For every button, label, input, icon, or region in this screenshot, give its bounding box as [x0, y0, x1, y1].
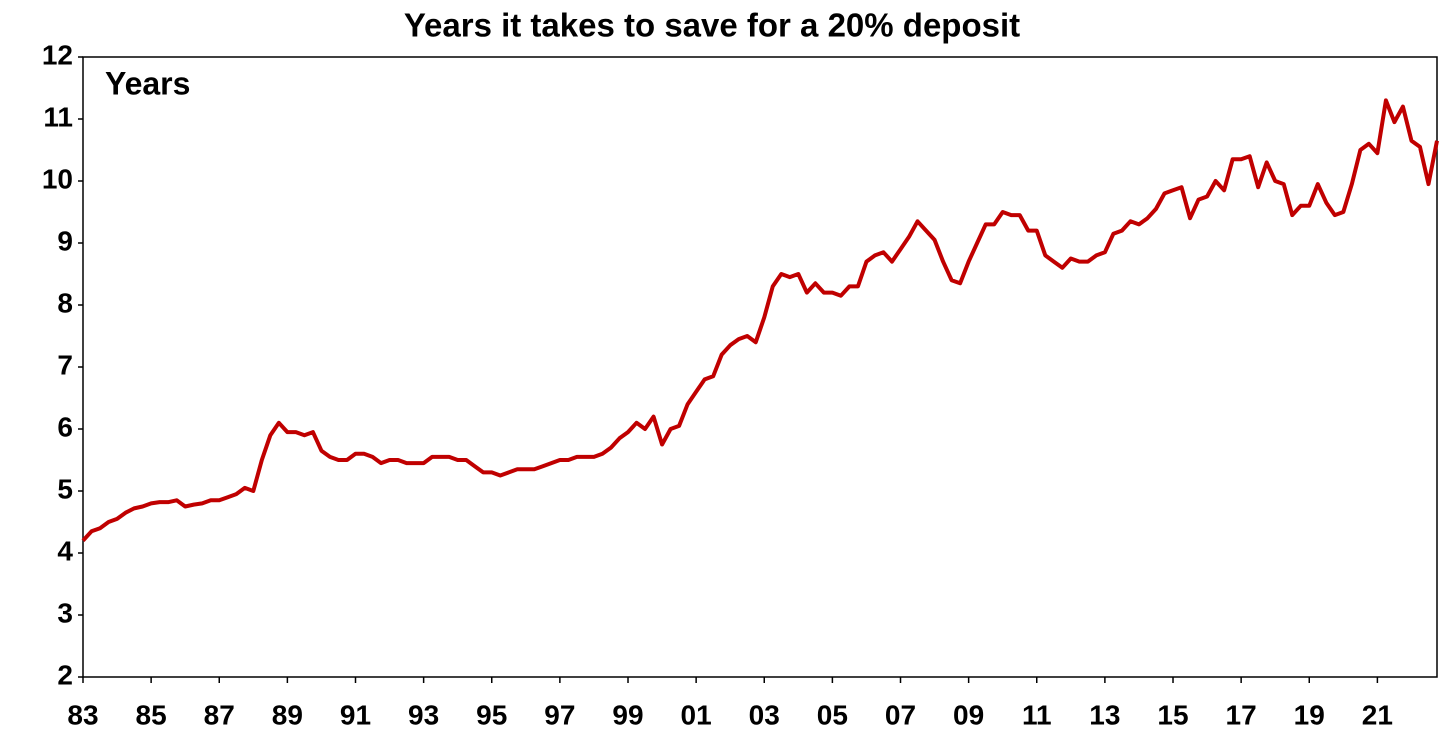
y-tick-label: 6: [57, 411, 73, 442]
x-tick-label: 13: [1089, 699, 1120, 730]
x-tick-label: 93: [408, 699, 439, 730]
y-tick-label: 11: [43, 101, 73, 132]
y-tick-label: 5: [57, 473, 73, 504]
x-tick-label: 21: [1362, 699, 1393, 730]
x-tick-label: 89: [272, 699, 303, 730]
y-tick-label: 3: [57, 597, 73, 628]
x-tick-label: 87: [204, 699, 235, 730]
x-tick-label: 15: [1157, 699, 1188, 730]
x-tick-label: 85: [136, 699, 167, 730]
x-tick-label: 99: [612, 699, 643, 730]
x-tick-label: 95: [476, 699, 507, 730]
x-tick-label: 01: [681, 699, 712, 730]
y-tick-label: 8: [57, 287, 73, 318]
x-tick-label: 17: [1226, 699, 1257, 730]
y-tick-label: 9: [57, 225, 73, 256]
annotation: Years: [105, 65, 190, 101]
x-tick-label: 19: [1294, 699, 1325, 730]
x-tick-label: 09: [953, 699, 984, 730]
x-tick-label: 97: [544, 699, 575, 730]
y-tick-label: 7: [57, 349, 73, 380]
y-tick-label: 10: [42, 163, 73, 194]
plot-frame: [82, 56, 1438, 678]
x-tick-label: 03: [749, 699, 780, 730]
y-tick-label: 4: [57, 535, 73, 566]
y-tick-label: 2: [57, 659, 73, 690]
x-tick-label: 83: [67, 699, 98, 730]
x-tick-label: 11: [1022, 699, 1052, 730]
y-tick-label: 12: [42, 39, 73, 70]
x-tick-label: 05: [817, 699, 848, 730]
x-tick-label: 91: [340, 699, 371, 730]
data-line: [81, 98, 1439, 542]
x-tick-label: 07: [885, 699, 916, 730]
chart-title: Years it takes to save for a 20% deposit: [404, 7, 1020, 44]
